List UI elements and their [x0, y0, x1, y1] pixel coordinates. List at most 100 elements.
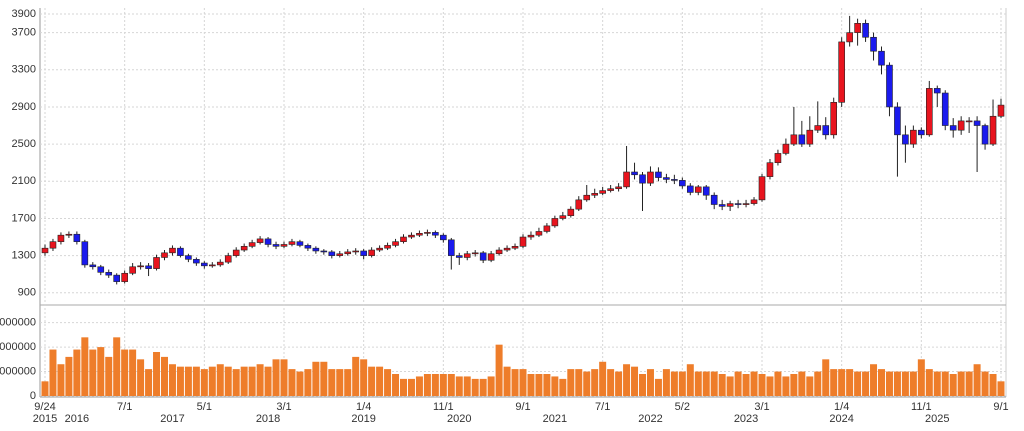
volume-bar	[176, 366, 184, 396]
candle-body	[392, 241, 399, 246]
y-tick-label: 2500	[12, 138, 36, 150]
volume-bar	[407, 378, 415, 396]
candle-body	[894, 106, 901, 136]
volume-bar	[41, 381, 49, 396]
volume-bar	[240, 366, 248, 396]
volume-bar	[559, 378, 567, 396]
candle-body	[201, 262, 208, 267]
candle-body	[113, 274, 120, 282]
volume-bar	[105, 356, 113, 396]
volume-bar	[503, 366, 511, 396]
candle-body	[671, 179, 678, 181]
volume-bar	[607, 369, 615, 396]
candle-body	[41, 247, 49, 254]
candle-body	[49, 241, 57, 249]
candle-body	[376, 247, 383, 251]
candle-body	[679, 180, 686, 187]
x-year-label: 2022	[638, 413, 662, 425]
volume-bar	[49, 349, 57, 396]
volume-bar	[734, 371, 742, 396]
volume-bar	[599, 361, 607, 396]
x-year-label: 2018	[256, 413, 280, 425]
volume-bar	[519, 369, 527, 396]
volume-bar	[806, 376, 814, 396]
volume-bar	[264, 366, 272, 396]
volume-bar	[73, 349, 81, 396]
candle-body	[511, 246, 519, 249]
volume-bar	[487, 376, 495, 396]
y-tick-label: 2900	[12, 101, 36, 113]
candle-body	[790, 134, 798, 145]
candle-body	[105, 272, 113, 276]
candle-body	[471, 252, 479, 255]
volume-bar	[702, 371, 710, 396]
volume-bar	[65, 356, 73, 396]
volume-bar	[941, 371, 949, 396]
candle-body	[599, 190, 606, 194]
volume-bar	[583, 371, 591, 396]
volume-tick-label: 0	[30, 390, 36, 402]
candle-body	[957, 120, 965, 131]
volume-bar	[216, 364, 224, 396]
volume-bar	[639, 374, 646, 396]
volume-bar	[567, 369, 575, 396]
volume-bar	[965, 371, 973, 396]
x-year-label: 2020	[447, 413, 471, 425]
volume-bar	[893, 371, 901, 396]
candle-body	[830, 102, 838, 136]
volume-bar	[718, 374, 726, 396]
volume-bar	[439, 374, 447, 396]
candle-body	[280, 244, 288, 247]
volume-bar	[774, 371, 782, 396]
candle-body	[758, 176, 766, 201]
candle-body	[686, 185, 694, 193]
candle-body	[806, 129, 814, 145]
volume-bar	[694, 371, 702, 396]
volume-bar	[81, 337, 89, 396]
x-tick-label: 1/4	[834, 401, 849, 413]
volume-bar	[997, 381, 1005, 396]
x-year-label: 2023	[734, 413, 758, 425]
candle-body	[631, 171, 638, 176]
y-tick-label: 3300	[12, 64, 36, 76]
candle-body	[814, 125, 822, 131]
x-tick-label: 9/1	[515, 401, 530, 413]
volume-bar	[272, 359, 280, 396]
candle-body	[440, 234, 447, 241]
volume-bar	[168, 364, 176, 396]
volume-bar	[878, 369, 885, 396]
candle-body	[216, 261, 224, 266]
volume-bar	[121, 349, 129, 396]
volume-bar	[200, 369, 208, 396]
volume-bar	[909, 371, 917, 396]
volume-tick-label: 2000000	[0, 341, 36, 353]
candle-body	[169, 247, 176, 254]
candle-body	[535, 231, 543, 236]
candle-body	[702, 186, 710, 196]
candle-body	[878, 50, 885, 66]
volume-bar	[495, 344, 503, 396]
candle-body	[766, 162, 774, 177]
volume-bar	[384, 369, 392, 396]
candle-body	[726, 203, 734, 207]
volume-bar	[758, 374, 766, 396]
candle-body	[400, 236, 407, 242]
volume-bar	[232, 369, 240, 396]
volume-bar	[742, 374, 750, 396]
y-tick-label: 1300	[12, 250, 36, 262]
volume-bar	[981, 371, 989, 396]
volume-bar	[511, 369, 519, 396]
volume-bar	[973, 364, 981, 396]
volume-bar	[328, 369, 336, 396]
volume-bar	[479, 378, 487, 396]
candle-body	[846, 32, 853, 43]
volume-bar	[296, 371, 304, 396]
volume-bar	[615, 371, 623, 396]
volume-bar	[113, 337, 121, 396]
candle-body	[925, 88, 933, 136]
candle-body	[312, 247, 320, 252]
volume-bar	[312, 361, 320, 396]
volume-bar	[431, 374, 439, 396]
x-tick-label: 9/24	[34, 401, 55, 413]
